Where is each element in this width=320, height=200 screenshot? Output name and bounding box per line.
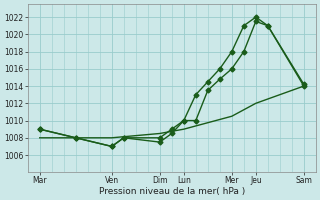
X-axis label: Pression niveau de la mer( hPa ): Pression niveau de la mer( hPa ) <box>99 187 245 196</box>
